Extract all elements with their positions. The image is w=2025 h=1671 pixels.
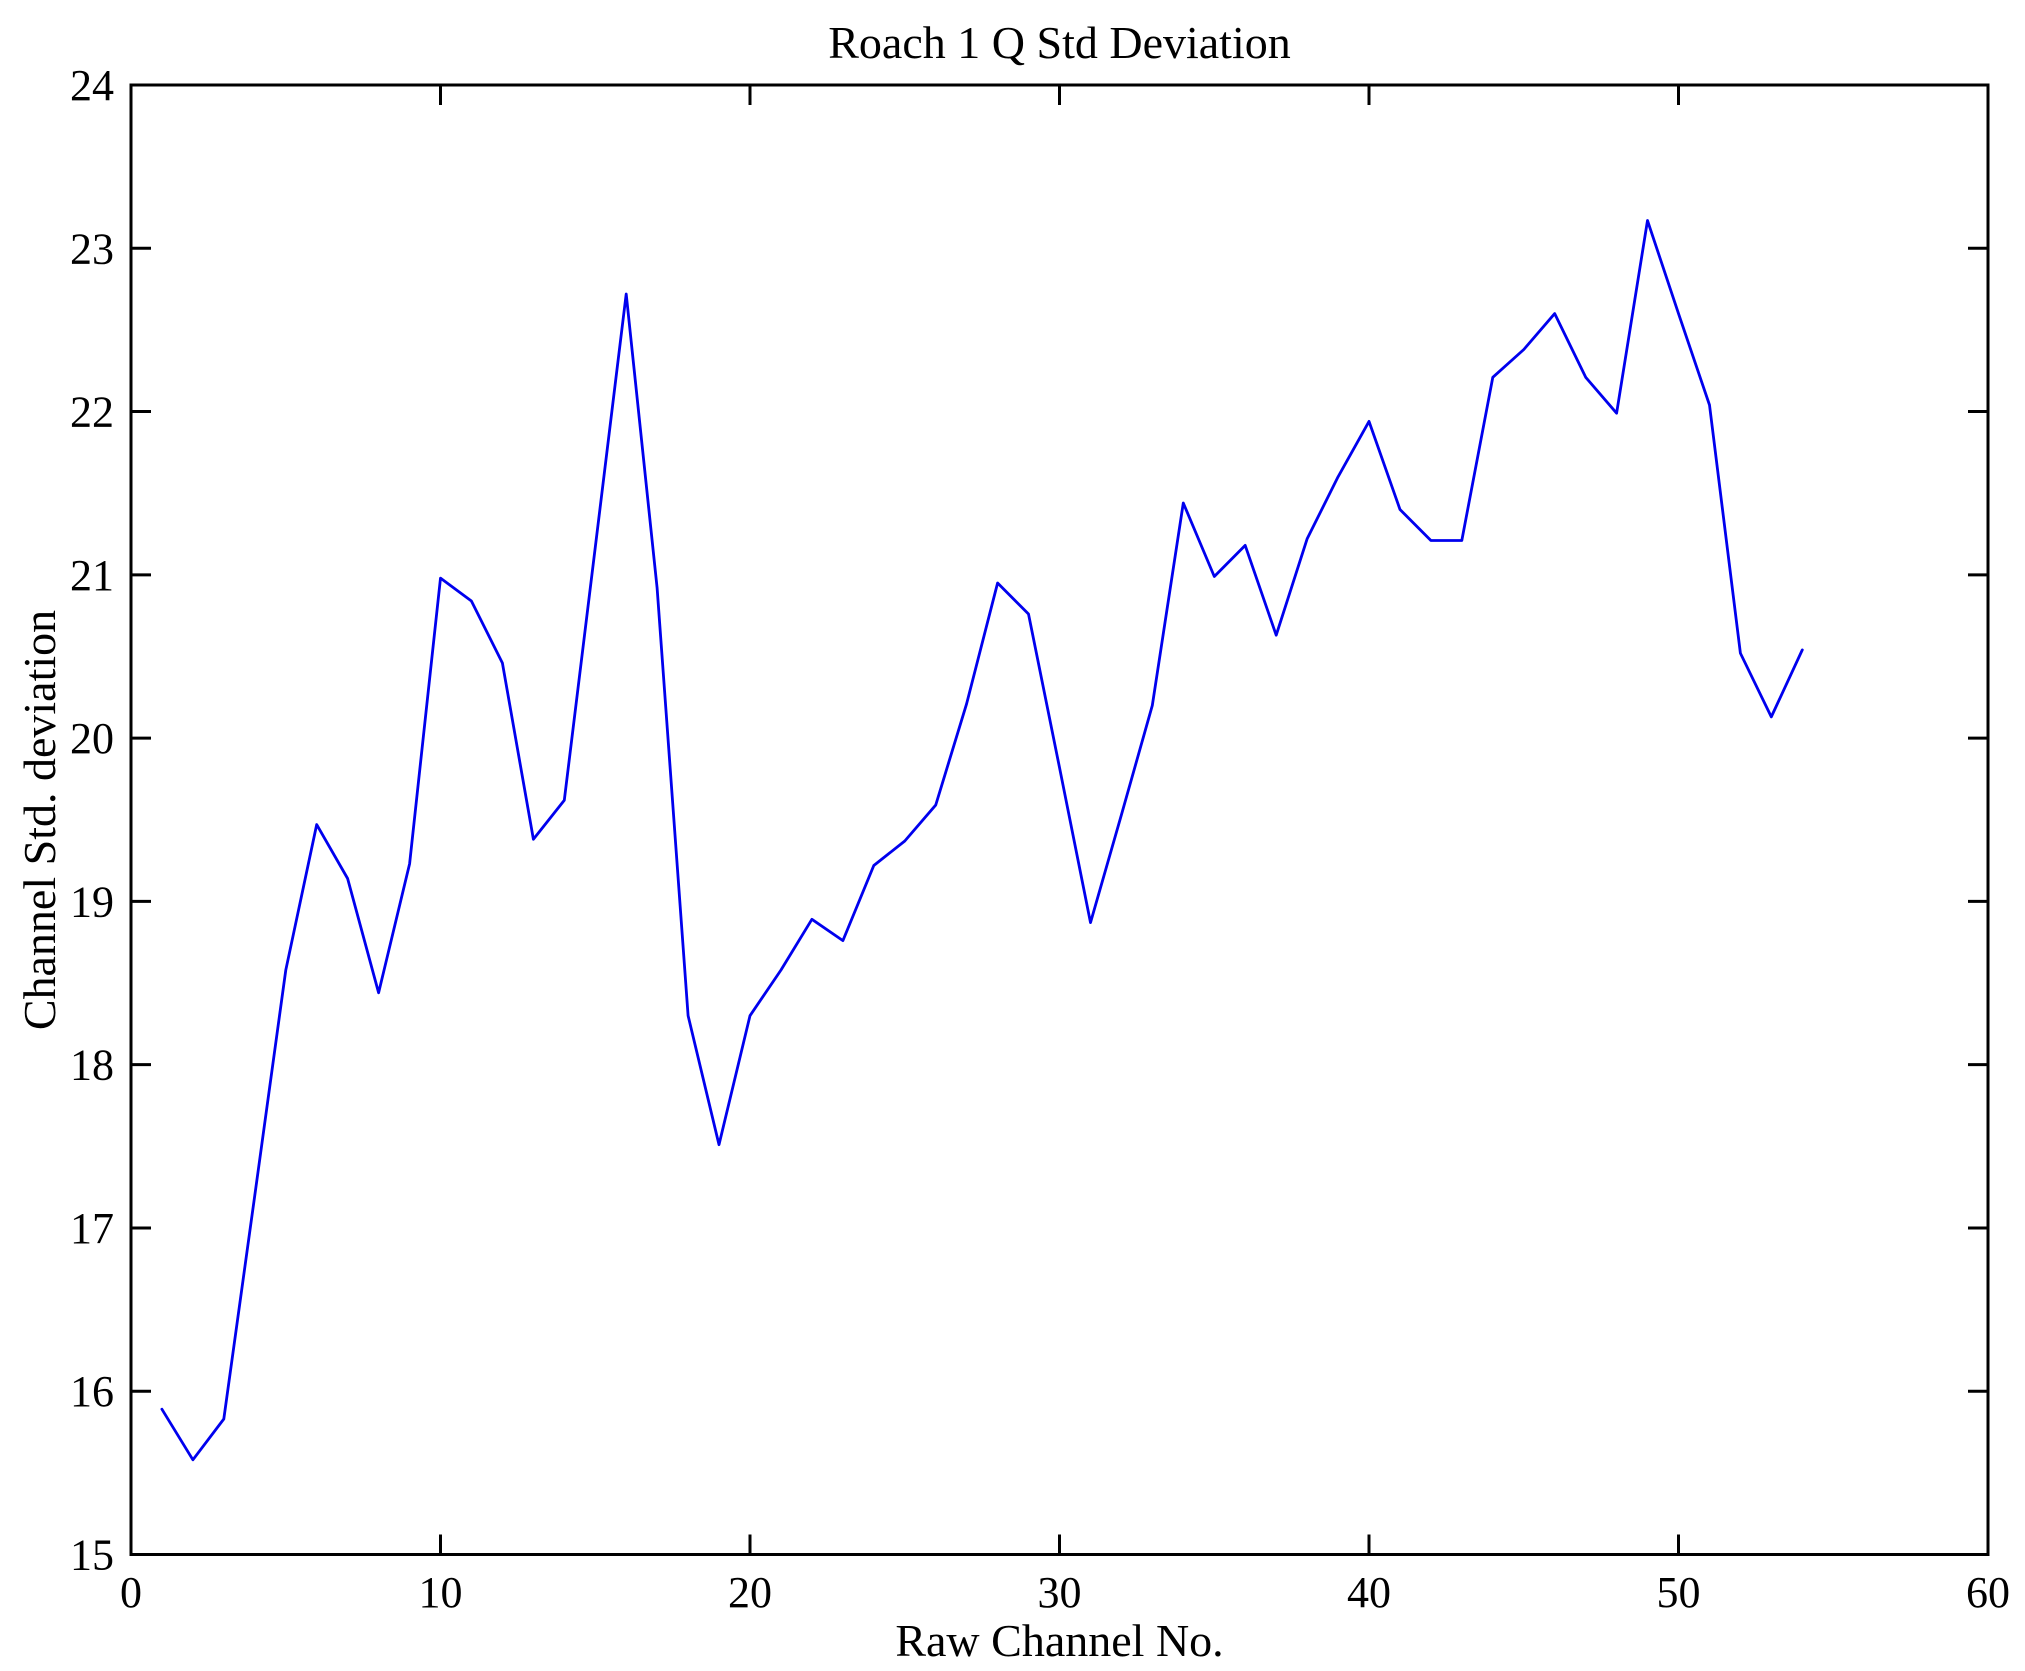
y-tick-label: 19 — [70, 877, 114, 926]
axes-box — [129, 83, 1990, 1556]
x-axis-label: Raw Channel No. — [895, 1615, 1224, 1666]
y-tick-label: 16 — [70, 1367, 114, 1416]
y-tick-label: 23 — [70, 224, 114, 273]
x-tick-label: 10 — [419, 1568, 463, 1617]
x-tick-label: 30 — [1038, 1568, 1082, 1617]
x-tick-label: 40 — [1347, 1568, 1391, 1617]
x-tick-label: 50 — [1657, 1568, 1701, 1617]
x-tick-label: 60 — [1966, 1568, 2010, 1617]
y-tick-label: 22 — [70, 388, 114, 437]
y-tick-label: 17 — [70, 1204, 114, 1253]
data-line — [160, 219, 1804, 1462]
y-tick-label: 21 — [70, 551, 114, 600]
chart-title: Roach 1 Q Std Deviation — [828, 17, 1291, 68]
y-tick-label: 18 — [70, 1041, 114, 1090]
y-tick-label: 15 — [70, 1531, 114, 1580]
x-tick-label: 0 — [120, 1568, 142, 1617]
y-tick-label: 24 — [70, 61, 114, 110]
x-tick-label: 20 — [728, 1568, 772, 1617]
y-tick-label: 20 — [70, 714, 114, 763]
